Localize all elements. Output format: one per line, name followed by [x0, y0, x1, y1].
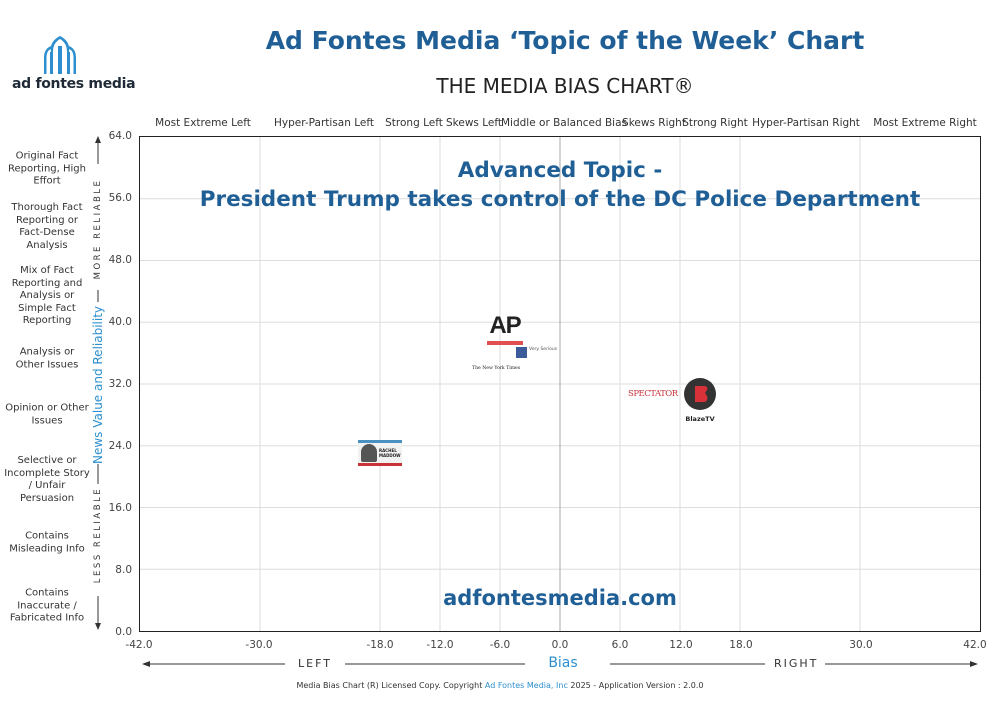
reliability-category: Contains Misleading Info	[9, 530, 85, 555]
blazetv-wordmark: BlazeTV	[685, 415, 715, 424]
left-label: LEFT	[298, 657, 332, 670]
bias-category: Skews Left	[446, 117, 502, 129]
ap-wordmark: AP	[489, 311, 521, 339]
x-tick-label: -12.0	[426, 639, 454, 651]
logo-wordmark: ad fontes media	[12, 76, 136, 92]
x-tick-label: -6.0	[489, 639, 511, 651]
bias-category: Middle or Balanced Bias	[500, 117, 628, 129]
very-serious-logo-marker[interactable]: Very Serious	[516, 346, 560, 360]
x-tick-label: 30.0	[849, 639, 873, 651]
plot-area	[139, 136, 981, 632]
reliability-category: Original Fact Reporting, High Effort	[8, 150, 86, 187]
y-tick-label: 48.0	[108, 254, 132, 266]
page-subtitle: THE MEDIA BIAS CHART®	[436, 74, 694, 98]
spectator-wordmark: SPECTATOR	[628, 388, 678, 399]
reliability-category: Thorough Fact Reporting or Fact-Dense An…	[11, 202, 83, 251]
x-tick-label: -42.0	[125, 639, 153, 651]
x-tick-label: 6.0	[611, 639, 629, 651]
x-tick-label: 42.0	[963, 639, 987, 651]
right-label: RIGHT	[774, 657, 819, 670]
reliability-category: Opinion or Other Issues	[5, 402, 89, 427]
y-tick-label: 8.0	[115, 564, 132, 576]
nyt-logo-marker[interactable]: The New York Times	[472, 364, 521, 374]
bias-category: Skews Right	[622, 117, 686, 129]
very-serious-icon	[516, 347, 527, 359]
x-tick-label: -18.0	[366, 639, 394, 651]
reliability-category: Analysis or Other Issues	[15, 346, 79, 371]
very-serious-wordmark: Very Serious	[529, 347, 558, 353]
maddow-wordmark: RACHEL MADDOW	[379, 448, 401, 459]
bias-category: Hyper-Partisan Left	[274, 117, 374, 129]
footer-prefix: Media Bias Chart (R) Licensed Copy. Copy…	[296, 681, 483, 690]
x-axis-label: Bias	[548, 655, 578, 671]
bias-category: Hyper-Partisan Right	[752, 117, 860, 129]
blazetv-icon	[684, 378, 716, 411]
reliability-category: Mix of Fact Reporting and Analysis or Si…	[11, 264, 83, 326]
page-title: Ad Fontes Media ‘Topic of the Week’ Char…	[265, 26, 865, 55]
website-url[interactable]: adfontesmedia.com	[443, 586, 677, 610]
reliability-category: Contains Inaccurate / Fabricated Info	[9, 587, 85, 624]
footer-suffix: 2025 - Application Version : 2.0.0	[570, 681, 704, 690]
chart-topic-line1: Advanced Topic -	[457, 158, 663, 183]
x-tick-label: 0.0	[551, 639, 569, 651]
chart-grid	[140, 137, 980, 631]
x-tick-label: -30.0	[245, 639, 273, 651]
y-tick-label: 32.0	[108, 378, 132, 390]
maddow-photo	[361, 444, 377, 463]
maddow-logo-marker[interactable]: RACHEL MADDOW	[358, 440, 402, 467]
footer-company-link[interactable]: Ad Fontes Media, Inc	[484, 681, 568, 690]
fountain-icon	[44, 36, 76, 74]
y-tick-label: 56.0	[108, 192, 132, 204]
chart-topic-title: Advanced Topic - President Trump takes c…	[139, 156, 981, 214]
footer-copyright: Media Bias Chart (R) Licensed Copy. Copy…	[0, 681, 1000, 690]
bias-category: Strong Right	[682, 117, 748, 129]
nyt-wordmark: The New York Times	[472, 365, 521, 371]
y-tick-label: 40.0	[108, 316, 132, 328]
spectator-logo-marker[interactable]: SPECTATOR	[628, 388, 678, 404]
ad-fontes-logo	[40, 34, 80, 74]
y-tick-label: 64.0	[108, 130, 132, 142]
bias-category: Strong Left	[385, 117, 443, 129]
ap-underline	[487, 340, 523, 345]
x-tick-label: 18.0	[729, 639, 753, 651]
ap-logo-marker[interactable]: AP	[485, 311, 525, 347]
bias-category: Most Extreme Left	[155, 117, 251, 129]
y-axis-arrows	[95, 136, 101, 630]
y-tick-label: 0.0	[115, 626, 132, 638]
x-tick-label: 12.0	[669, 639, 693, 651]
bias-category: Most Extreme Right	[873, 117, 977, 129]
y-tick-label: 24.0	[108, 440, 132, 452]
y-tick-label: 16.0	[108, 502, 132, 514]
reliability-category: Selective or Incomplete Story / Unfair P…	[4, 455, 90, 504]
blazetv-logo-marker[interactable]: BlazeTV	[680, 377, 720, 424]
chart-topic-line2: President Trump takes control of the DC …	[199, 187, 921, 212]
x-axis-arrows	[142, 661, 978, 667]
